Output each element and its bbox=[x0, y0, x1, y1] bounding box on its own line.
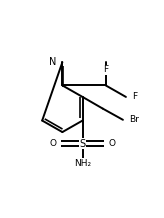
Text: O: O bbox=[109, 139, 116, 148]
Text: F: F bbox=[132, 92, 137, 101]
Text: Br: Br bbox=[129, 115, 139, 124]
Text: F: F bbox=[103, 65, 108, 74]
Text: N: N bbox=[49, 57, 56, 67]
Text: O: O bbox=[49, 139, 56, 148]
Text: S: S bbox=[80, 139, 86, 149]
Text: NH₂: NH₂ bbox=[74, 159, 91, 168]
